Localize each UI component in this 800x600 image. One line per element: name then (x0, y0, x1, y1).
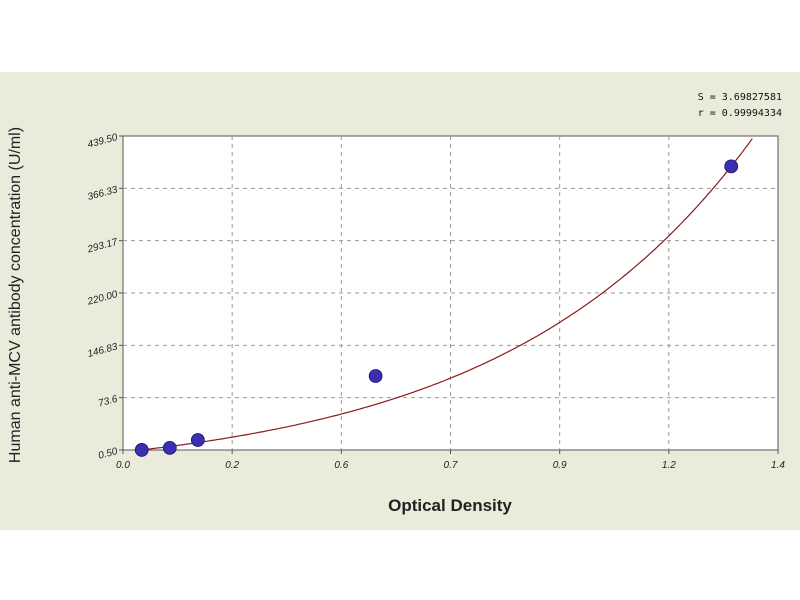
x-tick-label: 0.2 (225, 460, 239, 471)
x-axis-label: Optical Density (388, 496, 512, 515)
y-tick-label: 366.33 (86, 184, 119, 203)
data-point (368, 369, 383, 383)
data-point (724, 159, 739, 174)
y-tick-label: 0.50 (97, 446, 119, 462)
data-points (134, 159, 739, 457)
fit-curve (141, 138, 753, 451)
y-tick-label: 73.6 (97, 394, 119, 410)
y-tick-label: 146.83 (86, 341, 119, 360)
fit-statistics: S = 3.69827581 r = 0.99994334 (698, 90, 782, 122)
y-axis-label: Human anti-MCV antibody concentration (U… (7, 126, 24, 464)
x-tick-label: 0.6 (334, 460, 348, 471)
data-point (190, 433, 205, 447)
grid (123, 136, 778, 450)
y-tick-label: 293.17 (85, 237, 119, 256)
x-tick-label: 0.7 (444, 460, 458, 471)
x-axis-ticks: 0.0 0.2 0.6 0.7 0.9 1.2 1.4 (116, 450, 785, 471)
x-tick-label: 1.4 (771, 460, 785, 471)
y-tick-label: 439.50 (86, 132, 119, 151)
y-axis-ticks: 0.50 73.6 146.83 220.00 293.17 366.33 439.50 (85, 132, 123, 462)
x-tick-label: 0.0 (116, 460, 130, 471)
x-tick-label: 0.9 (553, 460, 567, 471)
data-point (162, 440, 177, 455)
x-tick-label: 1.2 (662, 460, 676, 471)
stat-s: S = 3.69827581 (697, 92, 782, 103)
data-point (134, 443, 149, 457)
stat-r: r = 0.99994334 (697, 108, 782, 119)
y-tick-label: 220.00 (85, 289, 119, 308)
